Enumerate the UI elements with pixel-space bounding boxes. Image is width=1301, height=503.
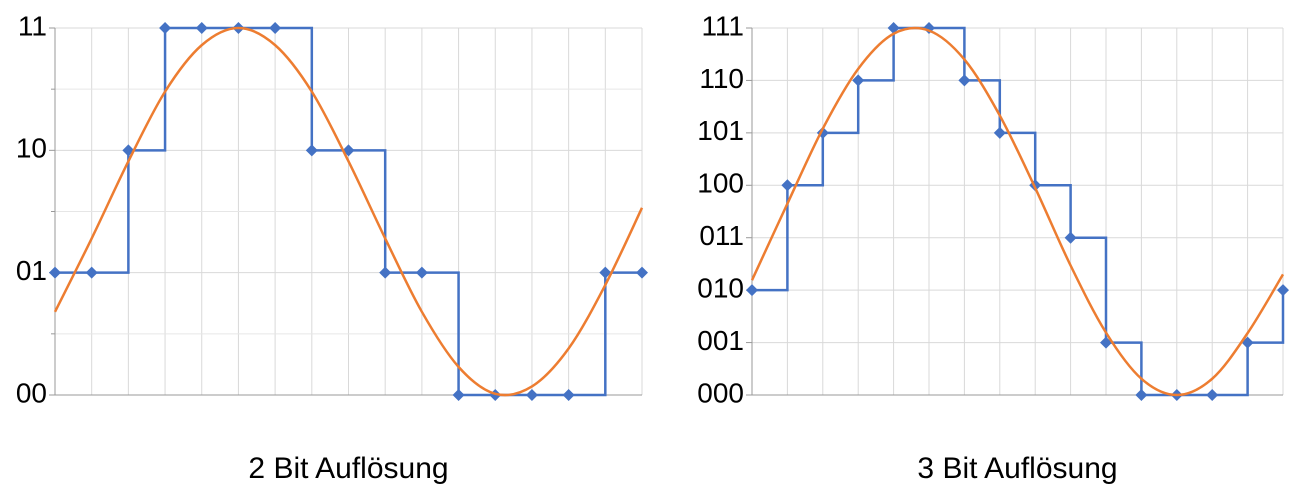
marker xyxy=(452,389,465,401)
y-tick-label: 110 xyxy=(699,63,744,94)
marker xyxy=(159,22,172,34)
marker xyxy=(525,389,538,401)
marker xyxy=(85,266,98,279)
marker xyxy=(562,389,575,401)
y-tick-label: 10 xyxy=(16,133,47,164)
chart: 000 001 010 011 100 101 110 111 3 Bit Auflösung xyxy=(697,10,1289,485)
marker xyxy=(746,284,758,297)
marker xyxy=(781,179,794,192)
marker xyxy=(636,266,648,279)
marker xyxy=(1064,231,1077,244)
marker xyxy=(1206,389,1219,401)
marker xyxy=(49,266,61,279)
y-tick-label: 101 xyxy=(697,115,744,146)
chart-title: 2 Bit Auflösung xyxy=(248,452,448,485)
y-tick-label: 001 xyxy=(697,325,744,356)
chart-title: 3 Bit Auflösung xyxy=(917,452,1117,485)
series-line xyxy=(750,26,1285,397)
series-line xyxy=(752,26,1285,397)
marker xyxy=(415,266,428,279)
marker xyxy=(195,22,208,34)
marker xyxy=(958,74,971,87)
y-tick-label: 11 xyxy=(18,10,47,41)
y-tick-label: 010 xyxy=(697,273,744,304)
marker xyxy=(1135,389,1148,401)
chart: 00 01 10 11 2 Bit Auflösung xyxy=(16,10,648,485)
marker xyxy=(599,266,612,279)
y-tick-label: 011 xyxy=(699,220,744,251)
marker xyxy=(269,22,282,34)
series-line xyxy=(53,26,644,397)
y-tick-label: 00 xyxy=(16,377,47,408)
y-tick-label: 111 xyxy=(701,10,744,41)
marker xyxy=(1277,284,1289,297)
marker xyxy=(379,266,392,279)
marker xyxy=(993,126,1006,139)
y-tick-label: 100 xyxy=(697,168,744,199)
marker xyxy=(852,74,865,87)
y-tick-label: 000 xyxy=(697,377,744,408)
y-tick-label: 01 xyxy=(16,255,47,286)
marker xyxy=(305,144,318,157)
